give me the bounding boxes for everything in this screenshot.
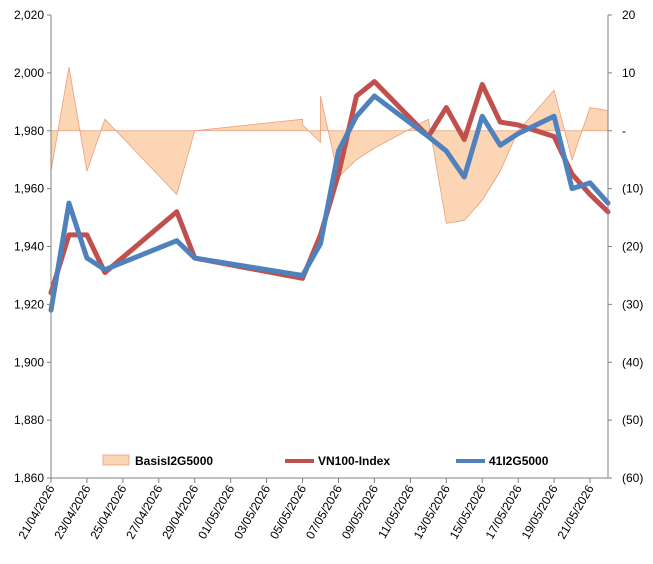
legend: BasisI2G5000 VN100-Index 41I2G5000 [102,454,549,468]
left-tick-label: 2,000 [14,66,44,80]
right-tick-label: (60) [622,471,643,485]
left-tick-label: 1,920 [14,297,44,311]
right-tick-label: 10 [622,66,636,80]
line-layer [48,79,611,313]
left-tick-label: 1,860 [14,471,44,485]
series-line-41i2g5000 [48,93,611,313]
left-tick-label: 1,900 [14,355,44,369]
right-tick-label: (30) [622,297,643,311]
right-tick-label: (20) [622,240,643,254]
right-tick-label: (40) [622,355,643,369]
basis-area [51,67,608,224]
left-tick-label: 1,980 [14,124,44,138]
x-tick-label: 11/05/2026 [375,482,417,541]
left-tick-label: 1,960 [14,182,44,196]
legend-label-vn100: VN100-Index [318,454,390,468]
legend-label-41i2g5000: 41I2G5000 [489,454,549,468]
x-tick-label: 21/05/2026 [554,482,596,541]
basis-area-edge [50,67,609,224]
basis-area-layer [50,67,609,224]
legend-label-basis: BasisI2G5000 [135,454,213,468]
legend-swatch-basis [102,454,130,466]
right-tick-label: (10) [622,182,643,196]
left-tick-label: 1,880 [14,413,44,427]
series-line-vn100-index [48,79,611,296]
right-tick-label: 20 [622,8,636,22]
left-tick-label: 1,940 [14,240,44,254]
left-axis-ticks: 1,860 1,880 1,900 1,920 1,940 1,960 1,980 2,000… [14,8,51,485]
left-tick-label: 2,020 [14,8,44,22]
x-axis-ticks: 21/04/202623/04/202625/04/202627/04/2026… [15,478,597,542]
right-axis-ticks: (60) (50) (40) (30) (20) (10) - 10 20 [608,8,643,485]
right-tick-label: (50) [622,413,643,427]
right-tick-label: - [622,124,626,138]
